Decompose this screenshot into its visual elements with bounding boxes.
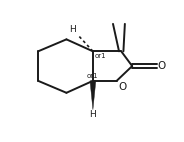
Text: H: H (90, 110, 96, 119)
Polygon shape (90, 81, 96, 110)
Text: O: O (158, 61, 166, 71)
Text: H: H (69, 25, 76, 34)
Text: or1: or1 (95, 53, 106, 59)
Text: O: O (118, 82, 127, 92)
Text: or1: or1 (86, 73, 98, 79)
